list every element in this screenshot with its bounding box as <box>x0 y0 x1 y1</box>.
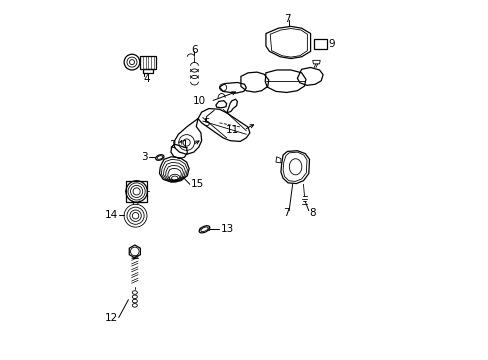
Text: 10: 10 <box>193 96 206 107</box>
Text: 8: 8 <box>308 208 315 218</box>
Text: 4: 4 <box>143 74 150 84</box>
Text: 14: 14 <box>104 210 118 220</box>
Text: 7: 7 <box>283 208 289 218</box>
Text: 2: 2 <box>169 140 176 150</box>
Text: 6: 6 <box>191 45 198 55</box>
Text: 13: 13 <box>221 224 234 234</box>
Text: 7: 7 <box>284 14 290 24</box>
Text: 12: 12 <box>104 312 118 323</box>
Text: 1: 1 <box>182 140 188 150</box>
Text: 5: 5 <box>203 118 209 128</box>
Text: 3: 3 <box>141 153 147 162</box>
Text: 11: 11 <box>226 125 239 135</box>
Text: 9: 9 <box>328 39 334 49</box>
Text: 15: 15 <box>190 179 204 189</box>
